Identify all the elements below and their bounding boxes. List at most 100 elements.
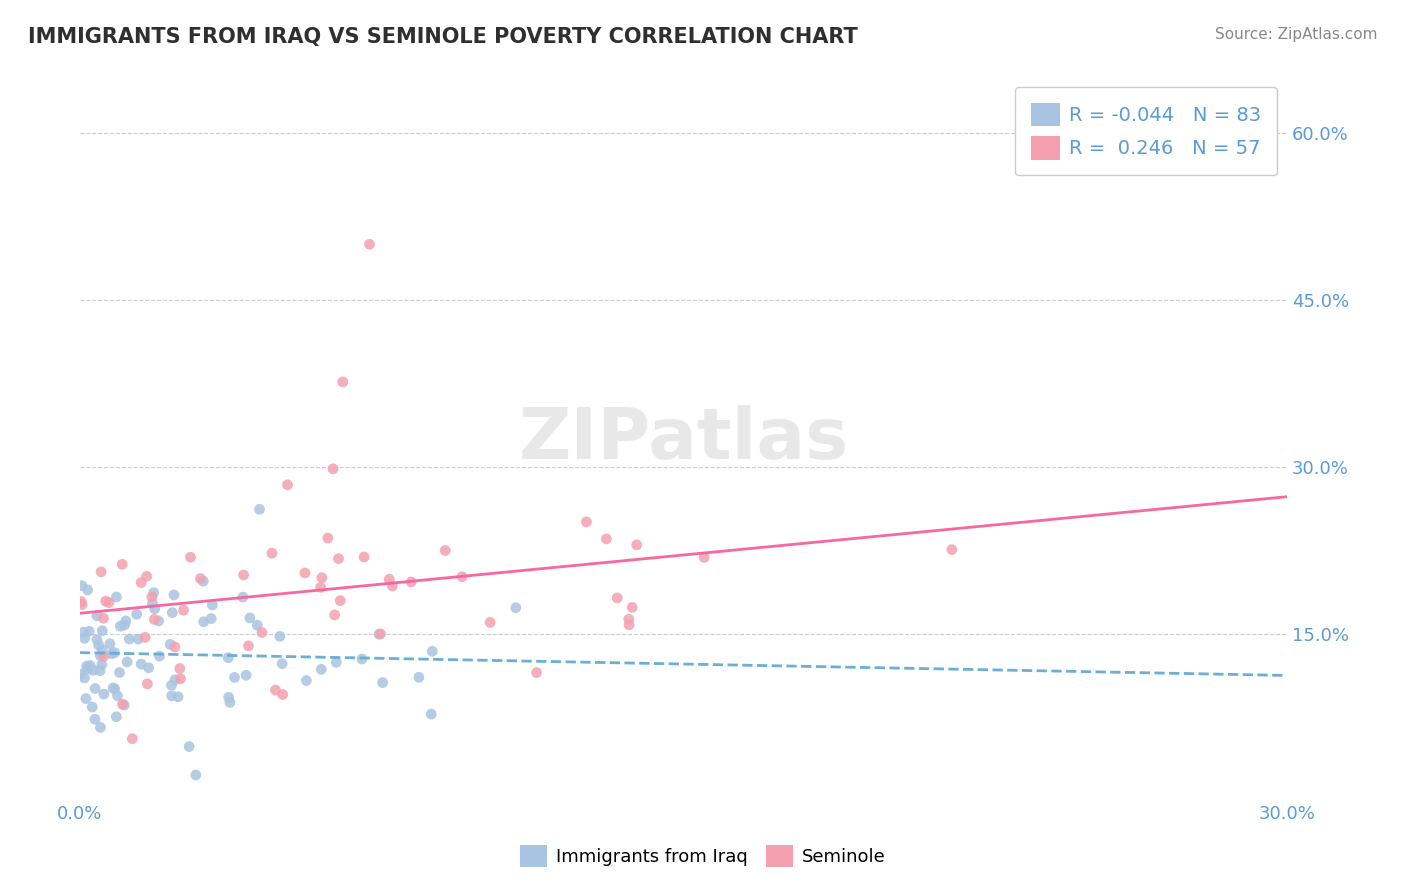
Point: [107, 689, 129, 703]
Point: [90, 565, 112, 579]
Point: [159, 637, 181, 651]
Point: [91, 624, 114, 638]
Point: [184, 768, 207, 782]
Point: [76, 582, 98, 597]
Point: [87, 638, 110, 652]
Point: [200, 611, 222, 625]
Point: [167, 690, 190, 704]
Point: [219, 695, 242, 709]
Point: [97, 595, 120, 609]
Point: [160, 678, 183, 692]
Point: [249, 502, 271, 516]
Point: [311, 571, 333, 585]
Point: [86, 632, 108, 647]
Point: [250, 625, 273, 640]
Point: [82, 663, 104, 677]
Point: [93, 649, 115, 664]
Point: [239, 611, 262, 625]
Point: [103, 646, 125, 660]
Point: [595, 532, 617, 546]
Point: [84, 681, 107, 696]
Point: [101, 681, 124, 695]
Point: [127, 632, 149, 647]
Point: [224, 670, 246, 684]
Point: [617, 618, 640, 632]
Point: [276, 477, 298, 491]
Point: [89, 664, 111, 678]
Point: [617, 612, 640, 626]
Point: [108, 665, 131, 680]
Point: [451, 570, 474, 584]
Point: [332, 375, 354, 389]
Point: [371, 675, 394, 690]
Point: [104, 681, 127, 696]
Point: [359, 237, 381, 252]
Point: [89, 648, 111, 663]
Point: [575, 515, 598, 529]
Point: [370, 627, 392, 641]
Point: [79, 658, 101, 673]
Point: [162, 606, 184, 620]
Point: [93, 611, 115, 625]
Point: [350, 652, 373, 666]
Point: [238, 639, 260, 653]
Point: [193, 615, 215, 629]
Point: [264, 683, 287, 698]
Point: [173, 603, 195, 617]
Point: [434, 543, 457, 558]
Point: [98, 637, 121, 651]
Point: [179, 739, 201, 754]
Point: [114, 618, 136, 632]
Point: [295, 673, 318, 688]
Point: [201, 598, 224, 612]
Point: [141, 597, 163, 611]
Point: [271, 688, 294, 702]
Point: [75, 691, 97, 706]
Point: [115, 655, 138, 669]
Point: [129, 575, 152, 590]
Point: [143, 612, 166, 626]
Point: [148, 614, 170, 628]
Point: [148, 649, 170, 664]
Point: [479, 615, 502, 630]
Point: [143, 601, 166, 615]
Point: [329, 593, 352, 607]
Point: [136, 677, 159, 691]
Point: [381, 579, 404, 593]
Point: [142, 585, 165, 599]
Point: [399, 574, 422, 589]
Point: [134, 631, 156, 645]
Point: [94, 594, 117, 608]
Point: [169, 661, 191, 675]
Point: [218, 690, 240, 705]
Point: [70, 598, 93, 612]
Point: [89, 721, 111, 735]
Point: [269, 629, 291, 643]
Point: [90, 657, 112, 672]
Point: [193, 574, 215, 589]
Point: [163, 588, 186, 602]
Point: [235, 668, 257, 682]
Point: [125, 607, 148, 622]
Point: [82, 700, 104, 714]
Text: Source: ZipAtlas.com: Source: ZipAtlas.com: [1215, 27, 1378, 42]
Point: [420, 644, 443, 658]
Point: [77, 624, 100, 639]
Point: [606, 591, 628, 605]
Point: [190, 572, 212, 586]
Point: [217, 650, 239, 665]
Point: [111, 697, 134, 711]
Point: [141, 590, 163, 604]
Point: [260, 546, 283, 560]
Point: [129, 657, 152, 671]
Point: [325, 656, 347, 670]
Point: [368, 627, 391, 641]
Point: [114, 614, 136, 628]
Point: [93, 687, 115, 701]
Point: [165, 673, 187, 687]
Point: [294, 566, 316, 580]
Point: [86, 608, 108, 623]
Point: [505, 600, 527, 615]
Point: [138, 661, 160, 675]
Point: [69, 667, 91, 681]
